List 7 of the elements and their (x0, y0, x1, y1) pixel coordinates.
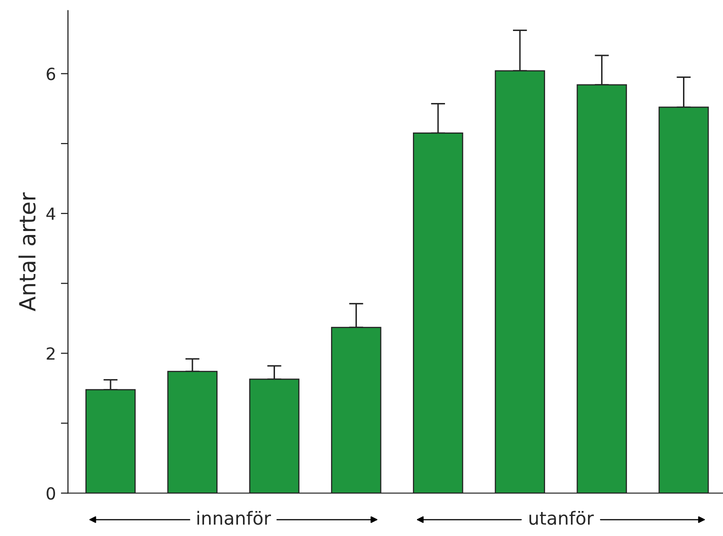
y-tick-label: 0 (46, 487, 56, 500)
y-tick-label: 6 (46, 68, 56, 80)
y-tick-label: 2 (46, 347, 54, 360)
text: utanför (529, 510, 594, 525)
y-tick-label: 4 (46, 208, 56, 220)
y-axis-title: Antal arter (18, 192, 36, 312)
text: innanför (197, 510, 271, 525)
